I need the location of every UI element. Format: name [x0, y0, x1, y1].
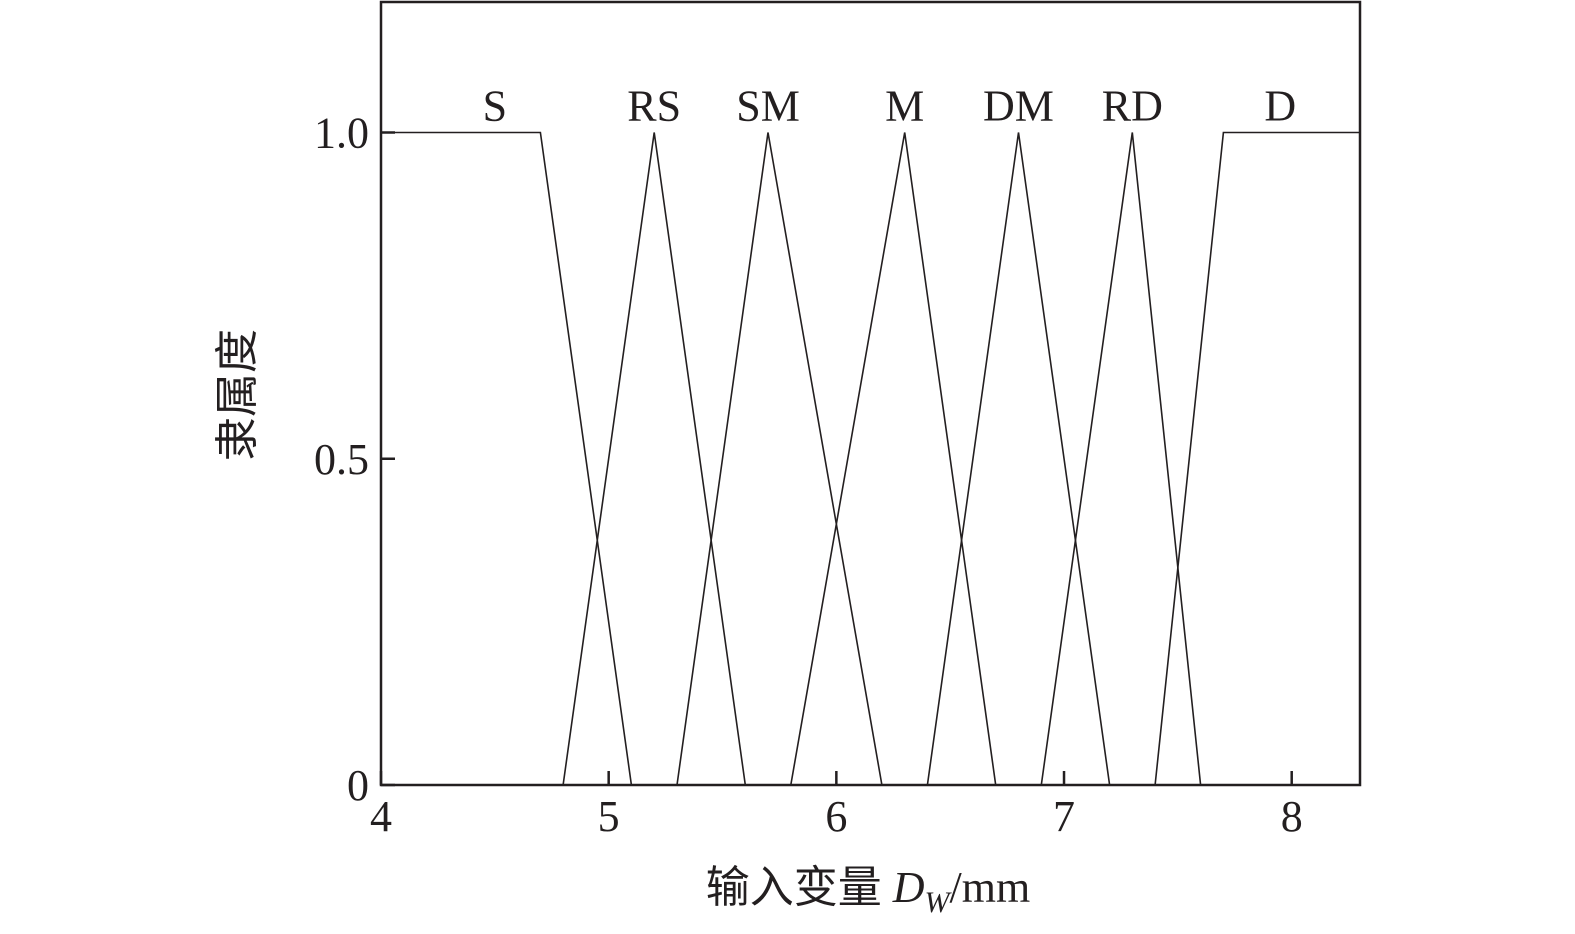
membership-curve-sm: [676, 132, 883, 786]
y-tick-label: 0.5: [314, 435, 369, 484]
x-axis-title: 输入变量 DW/mm: [706, 863, 1030, 919]
x-axis-title-main: 输入变量: [706, 863, 893, 912]
membership-curve-m: [790, 132, 997, 786]
x-axis-ticks: 4 5 6 7 8: [370, 771, 1303, 841]
x-axis-title-unit: /mm: [950, 863, 1031, 912]
y-axis-title: 隶属度: [213, 329, 262, 461]
y-tick-label: 0: [347, 761, 369, 810]
series-label-sm: SM: [736, 82, 800, 131]
x-axis-title-symbol: D: [892, 863, 925, 912]
plot-frame: [379, 0, 1362, 787]
x-tick-label: 6: [825, 792, 847, 841]
membership-curve-s: [381, 131, 633, 786]
series-label-rd: RD: [1102, 82, 1163, 131]
membership-curve-rd: [1040, 132, 1202, 786]
series-label-rs: RS: [627, 82, 681, 131]
series-label-dm: DM: [983, 82, 1054, 131]
x-axis-title-subscript: W: [925, 886, 953, 919]
series-label-d: D: [1264, 82, 1296, 131]
y-tick-label: 1.0: [314, 109, 369, 158]
membership-curve-dm: [926, 132, 1111, 786]
series-label-s: S: [483, 82, 507, 131]
membership-curve-rs: [562, 132, 747, 786]
x-tick-label: 7: [1053, 792, 1075, 841]
membership-curve-d: [1154, 131, 1360, 786]
series-label-m: M: [885, 82, 924, 131]
x-tick-label: 5: [598, 792, 620, 841]
membership-curves: [381, 131, 1360, 786]
y-axis-ticks: 0 0.5 1.0: [314, 109, 395, 810]
x-tick-label: 8: [1281, 792, 1303, 841]
series-labels: S RS SM M DM RD D: [483, 82, 1297, 131]
x-tick-label: 4: [370, 792, 392, 841]
